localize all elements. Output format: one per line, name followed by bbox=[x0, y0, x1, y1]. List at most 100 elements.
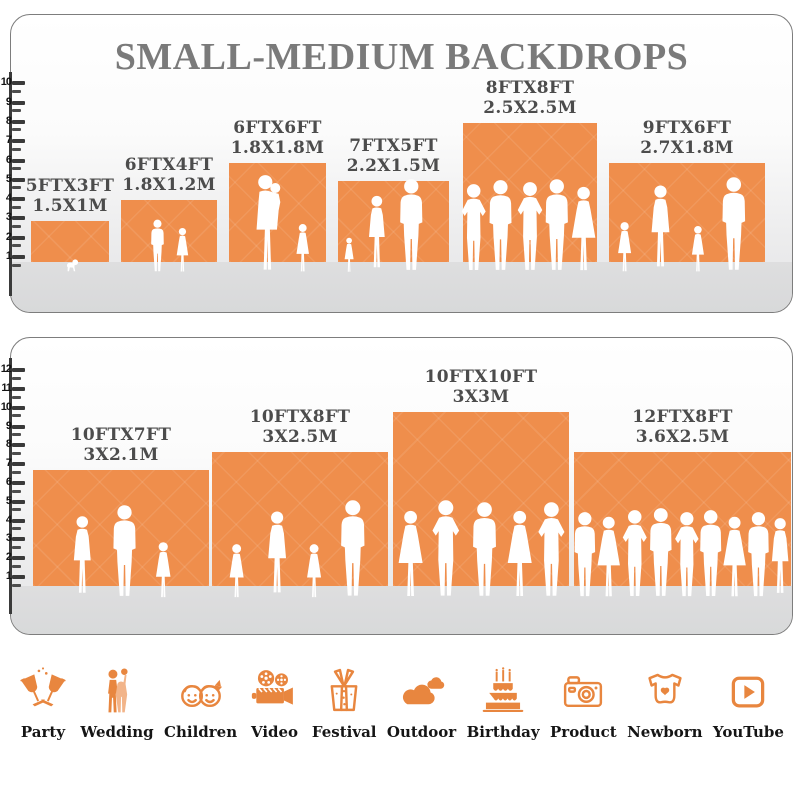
size-meters: 3X2.5M bbox=[262, 426, 338, 447]
size-feet: 7FTX5FT bbox=[349, 135, 438, 156]
children-icon bbox=[174, 662, 228, 718]
ruler-tick-minor bbox=[12, 224, 21, 228]
ruler-number: 5 bbox=[5, 172, 12, 185]
ruler-tick-minor bbox=[12, 109, 21, 113]
ruler-tick-minor bbox=[12, 147, 21, 151]
category-label: Video bbox=[250, 723, 299, 741]
category-birthday: Birthday bbox=[467, 662, 540, 741]
backdrop-rect bbox=[212, 452, 388, 586]
size-feet: 10FTX7FT bbox=[70, 424, 172, 445]
category-bar: Party Wedding bbox=[16, 662, 784, 741]
ruler-tick-major bbox=[12, 158, 25, 163]
size-feet: 6FTX4FT bbox=[124, 154, 214, 175]
ruler-tick-minor bbox=[12, 128, 21, 132]
youtube-icon bbox=[721, 662, 775, 718]
ruler-tick-minor bbox=[12, 205, 21, 209]
ruler-tick-major bbox=[12, 100, 25, 105]
ruler-tick-minor bbox=[12, 376, 21, 380]
outdoor-icon bbox=[395, 662, 449, 718]
size-meters: 2.2X1.5M bbox=[346, 155, 441, 176]
ruler-tick-minor bbox=[12, 167, 21, 170]
size-meters: 3.6X2.5M bbox=[635, 426, 730, 447]
ruler-tick-major bbox=[12, 556, 25, 561]
ruler-tick-major bbox=[12, 575, 25, 579]
backdrop-size-label: 7FTX5FT 2.2X1.5M bbox=[347, 136, 441, 176]
ruler-number: 1 bbox=[5, 570, 12, 582]
ruler-tick-major bbox=[12, 235, 25, 240]
ruler-tick-major bbox=[12, 368, 25, 373]
backdrop-size-label: 6FTX4FT 1.8X1.2M bbox=[122, 155, 216, 195]
category-label: Product bbox=[550, 723, 617, 741]
newborn-icon bbox=[638, 662, 692, 718]
festival-icon bbox=[317, 662, 371, 718]
backdrop-size-label: 12FTX8FT 3.6X2.5M bbox=[632, 407, 733, 447]
ruler-tick-major bbox=[12, 405, 25, 410]
backdrop-rect bbox=[121, 200, 217, 262]
ruler-tick-minor bbox=[12, 263, 21, 267]
ruler-number: 9 bbox=[5, 419, 12, 432]
wedding-icon bbox=[90, 662, 144, 718]
category-label: Newborn bbox=[627, 723, 703, 741]
bottom-panel: 10FTX7FT 3X2.1M 10FTX8FT 3X2.5M 10FTX10FT 3X3… bbox=[10, 337, 793, 635]
ruler-tick-major bbox=[12, 81, 25, 86]
ruler-spine bbox=[9, 72, 12, 296]
ruler-number: 4 bbox=[5, 513, 12, 526]
ruler-tick-major bbox=[12, 537, 25, 542]
ground bbox=[11, 262, 792, 312]
ruler-tick-minor bbox=[12, 489, 21, 493]
ruler-tick-major bbox=[12, 518, 25, 523]
ruler-tick-major bbox=[12, 387, 25, 391]
ruler-tick-major bbox=[12, 139, 25, 144]
size-feet: 10FTX8FT bbox=[249, 406, 351, 427]
ruler-number: 8 bbox=[5, 114, 12, 127]
product-icon bbox=[556, 662, 610, 718]
top-panel: SMALL-MEDIUM BACKDROPS 5FTX3FT 1.5X1M 6FTX… bbox=[10, 14, 793, 313]
ground bbox=[11, 586, 792, 634]
ruler-tick-minor bbox=[12, 89, 21, 93]
size-meters: 3X3M bbox=[452, 386, 510, 407]
ruler-spine bbox=[9, 358, 12, 614]
backdrop-size-label: 8FTX8FT 2.5X2.5M bbox=[483, 78, 577, 118]
category-label: Festival bbox=[311, 723, 377, 741]
ruler-number: 11 bbox=[1, 382, 12, 394]
backdrop-rect bbox=[609, 163, 765, 262]
ruler-number: 7 bbox=[5, 134, 12, 147]
ruler-number: 8 bbox=[5, 438, 12, 451]
ruler-tick-major bbox=[12, 119, 25, 124]
ruler-tick-minor bbox=[12, 545, 21, 549]
ruler-number: 1 bbox=[5, 250, 12, 262]
category-label: Birthday bbox=[466, 723, 540, 741]
backdrop-size-label: 5FTX3FT 1.5X1M bbox=[26, 176, 114, 216]
ruler-number: 6 bbox=[5, 153, 12, 166]
backdrop-size-label: 10FTX10FT 3X3M bbox=[425, 367, 538, 407]
ruler-tick-major bbox=[12, 443, 25, 448]
ruler-tick-minor bbox=[12, 527, 21, 531]
size-feet: 5FTX3FT bbox=[25, 175, 115, 196]
ruler-number: 2 bbox=[5, 230, 12, 243]
size-feet: 10FTX10FT bbox=[424, 366, 538, 387]
ruler-number: 3 bbox=[5, 532, 12, 545]
ruler-tick-minor bbox=[12, 395, 21, 399]
ruler-tick-minor bbox=[12, 244, 21, 248]
ruler-tick-minor bbox=[12, 451, 21, 455]
ruler-number: 12 bbox=[0, 363, 12, 376]
category-label: Outdoor bbox=[386, 723, 457, 741]
size-feet: 8FTX8FT bbox=[485, 77, 575, 98]
category-youtube: YouTube bbox=[713, 662, 784, 741]
ruler-tick-major bbox=[12, 462, 25, 467]
party-icon bbox=[16, 662, 70, 718]
ruler-number: 4 bbox=[5, 192, 12, 205]
ruler-number: 3 bbox=[5, 211, 12, 224]
ruler-number: 5 bbox=[5, 494, 12, 507]
ruler-tick-minor bbox=[12, 470, 21, 474]
category-product: Product bbox=[550, 662, 617, 741]
ruler-tick-major bbox=[12, 424, 25, 429]
backdrop-rect bbox=[33, 470, 209, 586]
category-party: Party bbox=[16, 662, 70, 741]
ruler-tick-major bbox=[12, 499, 25, 504]
category-outdoor: Outdoor bbox=[387, 662, 456, 741]
backdrop-size-label: 9FTX6FT 2.7X1.8M bbox=[640, 118, 734, 158]
category-children: Children bbox=[164, 662, 237, 741]
backdrop-size-label: 10FTX7FT 3X2.1M bbox=[71, 425, 172, 465]
size-feet: 6FTX6FT bbox=[233, 117, 322, 138]
